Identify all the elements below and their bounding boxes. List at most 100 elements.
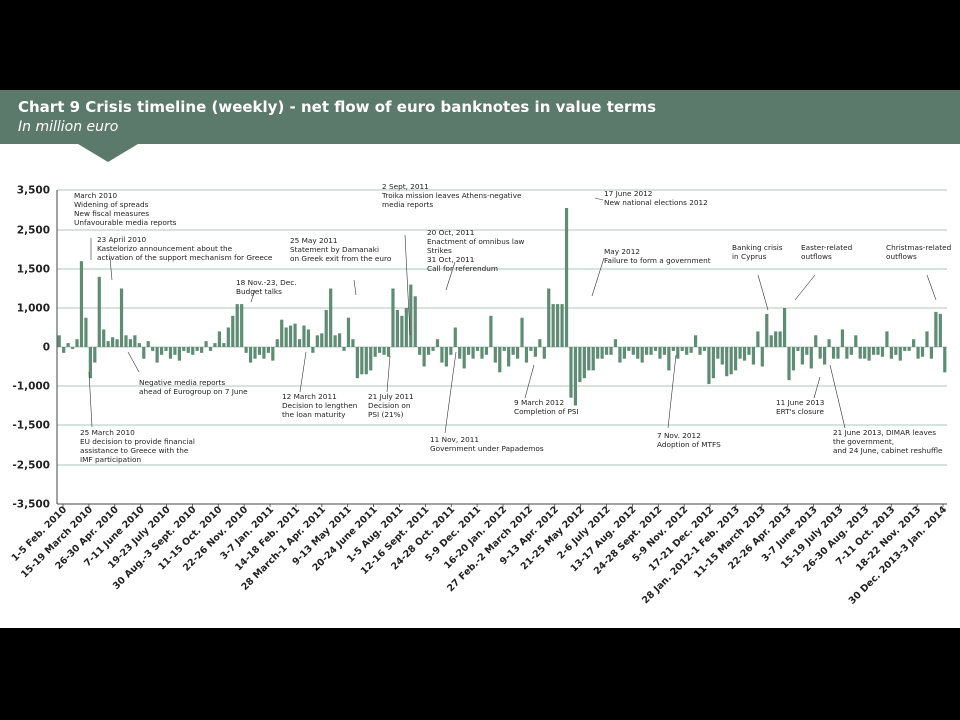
bar	[903, 347, 907, 351]
bar	[698, 347, 702, 355]
bar	[355, 347, 359, 379]
bar	[395, 309, 400, 347]
bar	[422, 347, 426, 367]
bar	[489, 315, 493, 347]
bar	[689, 347, 693, 353]
annotation-june-2013-dimar: 21 June 2013, DIMAR leaves the government…	[833, 428, 943, 455]
bar	[271, 347, 275, 361]
bar	[791, 347, 796, 371]
bar	[734, 347, 738, 371]
bar	[404, 308, 408, 347]
bar	[889, 347, 893, 359]
annotation-leader-line	[299, 351, 307, 393]
bar	[578, 347, 582, 383]
bar	[115, 339, 119, 347]
bar	[119, 288, 124, 347]
bar	[827, 339, 831, 347]
annotation-line: activation of the support mechanism for …	[97, 253, 273, 262]
bar	[662, 347, 667, 355]
bar	[858, 347, 862, 359]
chart-title: Chart 9 Crisis timeline (weekly) - net f…	[18, 98, 657, 116]
bar	[831, 347, 836, 359]
annotation-line: EU decision to provide financial	[80, 437, 195, 446]
bar	[685, 347, 689, 355]
bar	[747, 347, 751, 355]
bar	[498, 347, 502, 373]
bar	[609, 347, 613, 355]
annotation-line: IMF participation	[80, 455, 142, 464]
bar	[66, 343, 70, 347]
bar	[493, 347, 497, 363]
bar	[435, 339, 440, 347]
bar	[885, 331, 889, 347]
bar	[297, 339, 302, 347]
annotation-leader-line	[109, 257, 113, 281]
bar	[587, 347, 591, 371]
annotation-line: 31 Oct, 2011	[427, 255, 475, 264]
annotation-line: Budget talks	[236, 287, 282, 296]
bar	[676, 347, 680, 359]
annotation-line: 18 Nov.-23, Dec.	[236, 278, 297, 287]
annotation-may-2011: 25 May 2011 Statement by Damanaki on Greek…	[290, 236, 391, 263]
bar	[97, 276, 101, 347]
bar	[782, 308, 787, 347]
bar	[222, 343, 226, 347]
bar	[538, 339, 542, 347]
bar	[151, 347, 155, 351]
bar	[854, 335, 858, 347]
bar	[769, 335, 773, 347]
bar	[177, 347, 181, 361]
bar	[618, 347, 622, 363]
bar	[787, 347, 791, 381]
annotation-line: outflows	[886, 252, 917, 261]
bar	[502, 347, 506, 351]
bar	[315, 335, 319, 347]
annotation-leader-line	[591, 257, 605, 297]
bar	[938, 313, 942, 347]
bar	[742, 347, 747, 361]
annotation-oct-2011: 20 Oct, 2011 Enactment of omnibus law Stri…	[427, 228, 524, 273]
annotation-line: Widening of spreads	[74, 200, 149, 209]
annotation-line: Kastelorizo announcement about the	[97, 244, 233, 253]
annotation-line: Negative media reports	[139, 378, 226, 387]
bar	[413, 296, 417, 347]
bar	[333, 335, 337, 347]
bar	[62, 347, 66, 353]
bar	[916, 347, 920, 359]
annotation-leader-line	[829, 364, 846, 429]
bar	[164, 347, 168, 351]
annotation-line: 2 Sept, 2011	[382, 182, 429, 191]
bar	[800, 347, 804, 365]
bar	[217, 331, 222, 347]
bar	[70, 347, 75, 349]
bar	[266, 347, 270, 353]
bar	[289, 325, 293, 347]
annotation-line: ERT's closure	[776, 407, 824, 416]
annotation-line: Strikes	[427, 246, 452, 255]
bar	[556, 304, 560, 347]
bar	[342, 347, 346, 351]
bar	[155, 347, 159, 363]
annotation-line: 9 March 2012	[514, 398, 565, 407]
bar	[653, 347, 658, 351]
chart-subtitle: In million euro	[18, 119, 119, 135]
annotation-line: Decision to lengthen	[282, 401, 358, 410]
annotation-leader-line	[88, 371, 93, 428]
annotation-leader-line	[127, 351, 140, 373]
annotation-line: assistance to Greece with the	[80, 446, 189, 455]
bar	[680, 347, 684, 351]
annotation-line: Failure to form a government	[604, 256, 711, 265]
bar	[128, 339, 133, 347]
bar	[569, 347, 573, 398]
annotation-line: Unfavourable media reports	[74, 218, 177, 227]
bar	[760, 347, 764, 367]
bar	[106, 341, 110, 347]
annotation-line: the government,	[833, 437, 895, 446]
annotation-sept-2011: 2 Sept, 2011 Troika mission leaves Athens…	[382, 182, 522, 209]
annotation-line: Decision on	[368, 401, 411, 410]
bar	[88, 347, 92, 379]
bar	[573, 347, 578, 406]
bar	[582, 347, 586, 379]
bar	[711, 347, 715, 379]
